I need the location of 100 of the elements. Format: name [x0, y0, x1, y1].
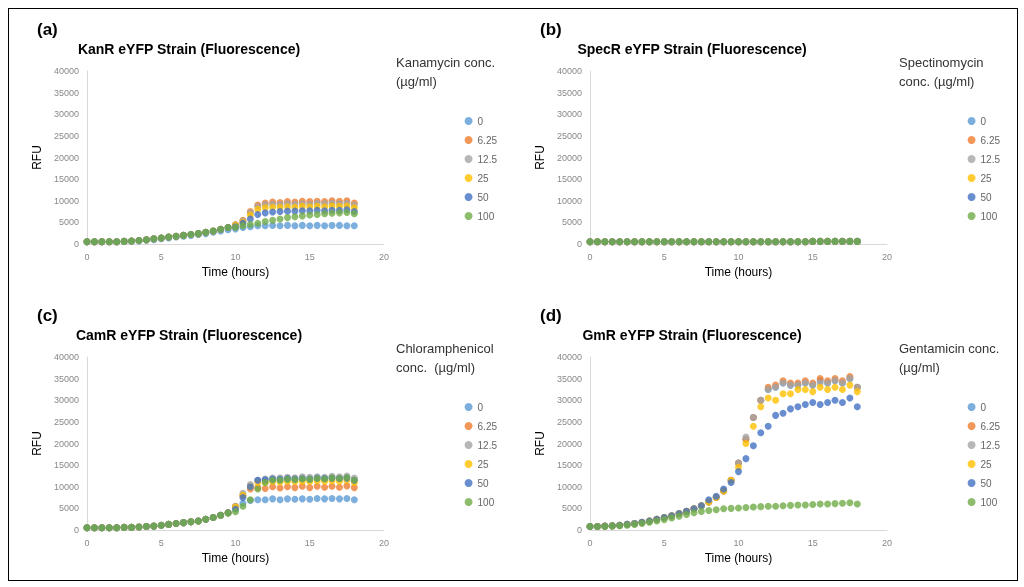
y-tick-label: 35000: [53, 373, 79, 384]
y-tick-label: 20000: [53, 152, 79, 163]
legend-label: 0: [980, 115, 987, 127]
legend-label: 100: [477, 210, 495, 222]
y-tick-label: 10000: [556, 481, 582, 492]
y-tick-label: 30000: [53, 109, 79, 120]
legend-label: 50: [980, 191, 993, 203]
y-tick-label: 0: [576, 524, 582, 535]
x-tick-label: 10: [230, 537, 241, 547]
y-tick-label: 40000: [53, 351, 79, 362]
legend-label: 6.25: [980, 420, 1001, 431]
y-axis-title: RFU: [533, 430, 548, 456]
legend-label: 25: [477, 172, 490, 184]
y-axis-title: RFU: [30, 430, 45, 456]
x-tick-label: 10: [733, 537, 744, 547]
legend-label: 0: [477, 401, 484, 412]
legend-label: 25: [980, 458, 993, 469]
x-tick-label: 5: [661, 537, 667, 547]
x-tick-label: 15: [304, 537, 315, 547]
legend-title: Gentamicin conc. (µg/ml): [899, 340, 1004, 375]
x-tick-label: 15: [807, 251, 818, 262]
y-tick-label: 40000: [53, 66, 79, 76]
y-tick-label: 10000: [53, 195, 79, 206]
y-tick-label: 5000: [58, 217, 79, 228]
legend-label: 25: [477, 458, 490, 469]
legend-title: Chloramphenicol conc. (µg/ml): [396, 340, 498, 375]
x-tick-label: 5: [158, 537, 164, 547]
text: (c): [37, 305, 58, 325]
x-axis-title: Time (hours): [201, 265, 270, 279]
legend-label: 6.25: [477, 134, 498, 146]
x-tick-label: 10: [230, 251, 241, 262]
x-tick-label: 20: [881, 537, 893, 547]
chart-title: CamR eYFP Strain (Fluorescence): [75, 326, 303, 343]
y-tick-label: 25000: [556, 416, 582, 427]
y-tick-label: 40000: [556, 66, 582, 76]
y-tick-label: 15000: [556, 174, 582, 185]
y-tick-label: 40000: [556, 351, 582, 362]
text: (d): [540, 305, 562, 325]
x-axis-title: Time (hours): [201, 550, 270, 565]
chart-title: SpecR eYFP Strain (Fluorescence): [577, 41, 807, 57]
y-tick-label: 15000: [556, 459, 582, 470]
y-tick-label: 5000: [58, 502, 79, 513]
x-tick-label: 0: [587, 537, 593, 547]
legend-label: 50: [980, 477, 993, 488]
x-tick-label: 15: [807, 537, 818, 547]
y-tick-label: 10000: [556, 195, 582, 206]
y-tick-label: 35000: [556, 373, 582, 384]
x-tick-label: 5: [661, 251, 667, 262]
legend-title: Spectinomycin conc. (µg/ml): [899, 55, 988, 89]
y-tick-label: 0: [576, 239, 582, 249]
y-tick-label: 0: [73, 524, 79, 535]
x-tick-label: 0: [587, 251, 593, 262]
legend-label: 6.25: [980, 134, 1001, 146]
y-tick-label: 5000: [561, 502, 582, 513]
x-tick-label: 0: [84, 537, 90, 547]
y-tick-label: 35000: [53, 87, 79, 98]
legend-label: 6.25: [477, 420, 498, 431]
x-tick-label: 5: [158, 251, 164, 262]
legend-label: 100: [980, 210, 998, 222]
y-tick-label: 10000: [53, 481, 79, 492]
y-tick-label: 25000: [53, 130, 79, 141]
x-tick-label: 20: [378, 537, 390, 547]
x-axis-title: Time (hours): [704, 265, 773, 279]
legend-label: 12.5: [477, 439, 498, 450]
chart-title: KanR eYFP Strain (Fluorescence): [77, 41, 301, 57]
y-tick-label: 5000: [561, 217, 582, 228]
legend-label: 100: [980, 496, 998, 507]
legend-label: 100: [477, 496, 495, 507]
x-tick-label: 10: [733, 251, 744, 262]
legend-label: 0: [477, 115, 484, 127]
x-tick-label: 20: [378, 251, 390, 262]
x-tick-label: 0: [84, 251, 90, 262]
text: (b): [540, 20, 562, 39]
chart-title: GmR eYFP Strain (Fluorescence): [582, 326, 802, 343]
text: (a): [37, 20, 58, 39]
y-tick-label: 20000: [53, 438, 79, 448]
x-tick-label: 15: [304, 251, 315, 262]
y-tick-label: 25000: [556, 130, 582, 141]
y-tick-label: 0: [73, 239, 79, 249]
legend-label: 0: [980, 401, 987, 412]
y-tick-label: 30000: [556, 394, 582, 405]
legend-label: 50: [477, 477, 490, 488]
y-tick-label: 20000: [556, 438, 582, 448]
y-tick-label: 30000: [53, 394, 79, 405]
legend-label: 12.5: [980, 153, 1001, 165]
x-axis-title: Time (hours): [704, 550, 773, 565]
y-tick-label: 30000: [556, 109, 582, 120]
y-tick-label: 15000: [53, 459, 79, 470]
legend-title: Kanamycin conc. (µg/ml): [396, 55, 499, 89]
legend-label: 12.5: [980, 439, 1001, 450]
y-tick-label: 35000: [556, 87, 582, 98]
y-tick-label: 20000: [556, 152, 582, 163]
legend-label: 12.5: [477, 153, 498, 165]
y-tick-label: 15000: [53, 174, 79, 185]
y-tick-label: 25000: [53, 416, 79, 427]
y-axis-title: RFU: [30, 145, 45, 170]
y-axis-title: RFU: [533, 145, 548, 170]
x-tick-label: 20: [881, 251, 893, 262]
legend-label: 50: [477, 191, 490, 203]
legend-label: 25: [980, 172, 993, 184]
